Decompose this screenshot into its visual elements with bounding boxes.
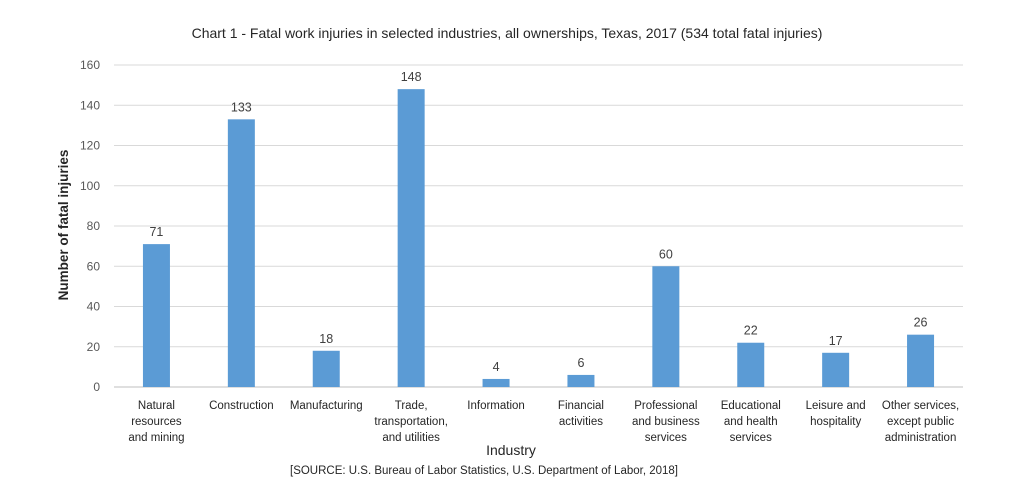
bar <box>737 342 765 387</box>
y-tick-label: 160 <box>80 58 100 72</box>
y-tick-label: 0 <box>93 380 100 394</box>
y-axis-ticks: 0 20 40 60 80 100 120 140 160 <box>80 58 100 394</box>
data-label: 18 <box>319 332 333 346</box>
data-label: 6 <box>577 356 584 370</box>
data-label: 4 <box>493 360 500 374</box>
y-tick-label: 120 <box>80 139 100 153</box>
bar <box>227 119 255 388</box>
source-note: [SOURCE: U.S. Bureau of Labor Statistics… <box>290 465 678 477</box>
x-category-label: Manufacturing <box>290 400 363 412</box>
data-label: 22 <box>744 324 758 338</box>
gridlines <box>114 64 963 388</box>
data-label: 71 <box>149 225 163 239</box>
y-tick-label: 20 <box>87 340 101 354</box>
data-label: 148 <box>401 70 422 84</box>
x-axis-title: Industry <box>486 442 536 458</box>
data-labels: 71 133 18 148 4 6 60 22 17 26 <box>149 70 927 374</box>
x-category-label: Leisure and hospitality <box>806 400 866 428</box>
x-category-label: Financial activities <box>558 400 604 428</box>
x-category-label: Construction <box>209 400 274 412</box>
bar <box>397 89 425 388</box>
x-axis-categories: Natural resources and mining Construction Ma… <box>128 400 959 444</box>
x-category-label: Other services, except public administrati… <box>882 400 959 444</box>
y-tick-label: 80 <box>87 219 101 233</box>
y-tick-label: 100 <box>80 179 100 193</box>
y-axis-title: Number of fatal injuries <box>56 150 71 301</box>
x-category-label: Information <box>467 400 525 412</box>
bar <box>652 266 680 387</box>
x-category-label: Natural resources and mining <box>128 400 184 444</box>
data-label: 26 <box>914 316 928 330</box>
y-tick-label: 40 <box>87 300 101 314</box>
bar <box>567 374 595 387</box>
y-tick-label: 60 <box>87 259 101 273</box>
bar <box>822 352 850 387</box>
y-tick-label: 140 <box>80 98 100 112</box>
data-label: 133 <box>231 100 252 114</box>
bar <box>907 334 935 387</box>
bars <box>142 89 935 388</box>
x-category-label: Professional and business services <box>632 400 700 444</box>
chart-title: Chart 1 - Fatal work injuries in selecte… <box>192 25 823 41</box>
bar <box>312 350 340 387</box>
data-label: 60 <box>659 247 673 261</box>
bar <box>142 244 170 387</box>
x-category-label: Educational and health services <box>721 400 781 444</box>
bar <box>482 378 510 387</box>
data-label: 17 <box>829 334 843 348</box>
x-category-label: Trade, transportation, and utilities <box>374 400 448 444</box>
